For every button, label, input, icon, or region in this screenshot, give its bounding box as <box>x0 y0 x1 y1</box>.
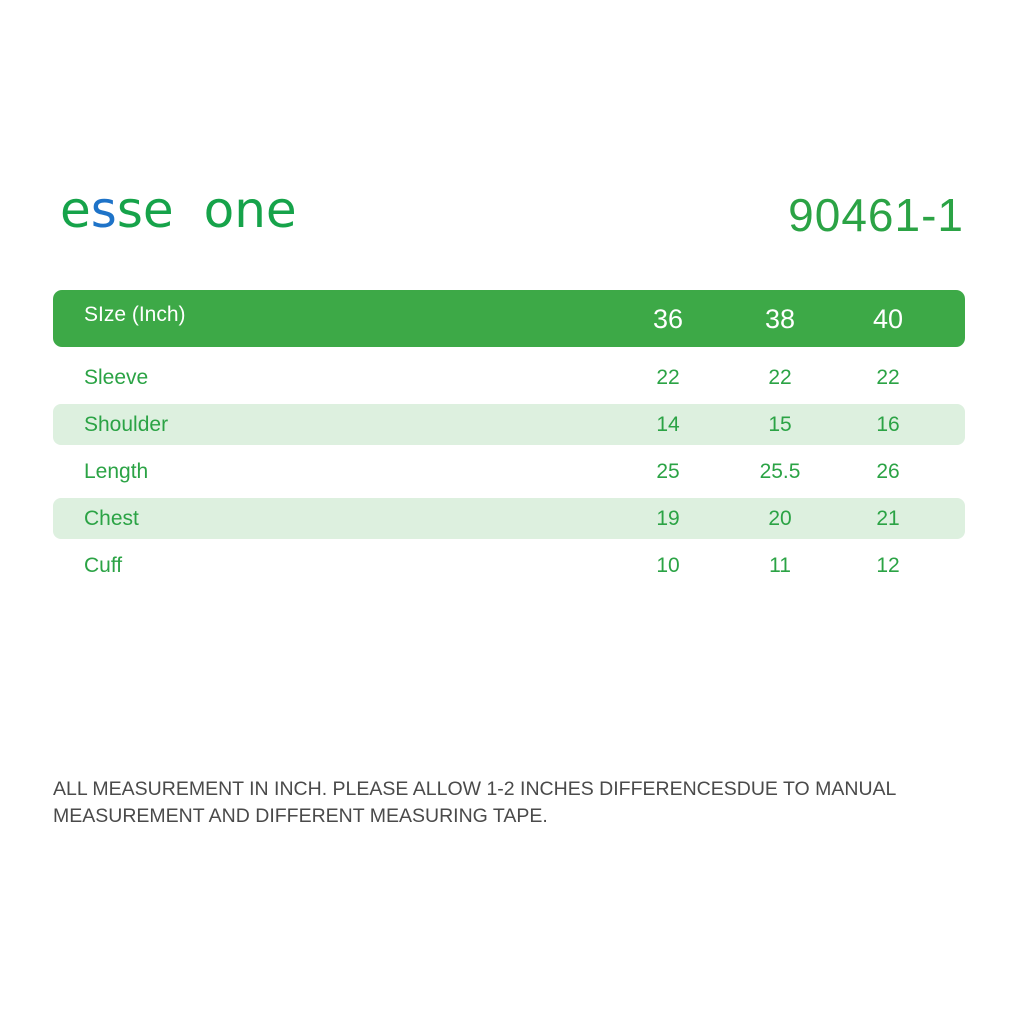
logo-text-one: one <box>203 181 297 239</box>
brand-logo: esse one <box>60 185 297 235</box>
table-row-cuff: Cuff 10 11 12 <box>53 545 965 586</box>
cell-value: 22 <box>876 366 900 389</box>
header-size-40: 40 <box>872 304 904 334</box>
header-size-38: 38 <box>764 304 796 334</box>
cell-value: 14 <box>656 413 680 436</box>
row-label: Cuff <box>84 554 123 577</box>
cell-value: 10 <box>656 554 680 577</box>
cell-value: 12 <box>876 554 900 577</box>
row-label: Length <box>84 460 149 483</box>
table-row-sleeve: Sleeve 22 22 22 <box>53 357 965 398</box>
logo-text-e: e <box>60 181 91 239</box>
row-label: Shoulder <box>84 413 169 436</box>
note-line-2: MEASUREMENT AND DIFFERENT MEASURING TAPE… <box>53 805 548 827</box>
table-header-row: SIze (Inch) 36 38 40 <box>53 290 965 347</box>
note-line-1: ALL MEASUREMENT IN INCH. PLEASE ALLOW 1-… <box>53 778 897 800</box>
cell-value: 21 <box>876 507 900 530</box>
logo-text-se: se <box>116 181 174 239</box>
table-row-chest: Chest 19 20 21 <box>53 498 965 539</box>
cell-value: 22 <box>656 366 680 389</box>
logo-text-s: s <box>90 181 117 239</box>
cell-value: 26 <box>876 460 900 483</box>
row-label: Sleeve <box>84 366 149 389</box>
cell-value: 25.5 <box>759 460 801 483</box>
cell-value: 19 <box>656 507 680 530</box>
cell-value: 22 <box>768 366 792 389</box>
cell-value: 15 <box>768 413 792 436</box>
cell-value: 16 <box>876 413 900 436</box>
row-label: Chest <box>84 507 139 530</box>
cell-value: 11 <box>769 554 791 577</box>
cell-value: 25 <box>656 460 680 483</box>
measurement-note: ALL MEASUREMENT IN INCH. PLEASE ALLOW 1-… <box>53 776 973 830</box>
table-row-length: Length 25 25.5 26 <box>53 451 965 492</box>
header-size-36: 36 <box>652 304 684 334</box>
size-chart-table: SIze (Inch) 36 38 40 Sleeve 22 22 22 Sho… <box>53 290 965 586</box>
header-size-label: SIze (Inch) <box>84 303 186 326</box>
style-code: 90461-1 <box>788 189 964 241</box>
cell-value: 20 <box>768 507 792 530</box>
table-row-shoulder: Shoulder 14 15 16 <box>53 404 965 445</box>
